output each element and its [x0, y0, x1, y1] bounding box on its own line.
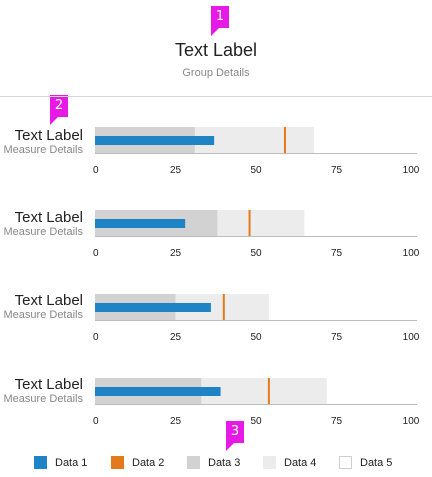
group-divider [0, 96, 432, 97]
tick-label-4-100: 100 [403, 416, 420, 427]
tick-label-1-25: 25 [170, 165, 182, 176]
measure-bar-3 [95, 303, 211, 312]
group-title: Text Label [174, 40, 258, 60]
row-label-4: Text Label Measure Details [0, 376, 83, 406]
row-subtitle-2: Measure Details [3, 226, 83, 238]
measure-bar-2 [95, 219, 186, 228]
tick-label-1-75: 75 [331, 165, 343, 176]
group-subtitle: Group Details [182, 67, 250, 79]
tick-label-2-100: 100 [403, 248, 420, 259]
legend-swatch-data-1 [34, 456, 47, 469]
callout-badge-1: 1 [211, 6, 229, 36]
callout-badge-2: 2 [50, 95, 68, 125]
tick-label-3-100: 100 [403, 332, 420, 343]
row-title-1: Text Label [14, 127, 83, 144]
row-title-3: Text Label [14, 292, 83, 309]
legend-label-data-1: Data 1 [55, 457, 88, 469]
tick-label-2-50: 50 [250, 248, 262, 259]
row-subtitle-1: Measure Details [3, 144, 83, 156]
legend-label-data-4: Data 4 [284, 457, 317, 469]
row-subtitle-3: Measure Details [3, 309, 83, 321]
legend-label-data-3: Data 3 [208, 457, 241, 469]
tick-label-1-50: 50 [250, 165, 262, 176]
callout-badge-3: 3 [226, 421, 244, 451]
row-label-2: Text Label Measure Details [0, 209, 83, 239]
tick-label-3-0: 0 [93, 332, 99, 343]
tick-label-2-25: 25 [170, 248, 182, 259]
legend: Data 1 Data 2 Data 3 Data 4 Data 5 [0, 455, 432, 471]
row-subtitle-4: Measure Details [3, 393, 83, 405]
tick-label-4-50: 50 [250, 416, 262, 427]
legend-label-data-2: Data 2 [132, 457, 165, 469]
row-title-2: Text Label [14, 209, 83, 226]
row-label-1: Text Label Measure Details [0, 127, 83, 157]
legend-swatch-data-5 [339, 456, 352, 469]
legend-swatch-data-3 [187, 456, 200, 469]
tick-label-1-0: 0 [93, 165, 99, 176]
tick-label-1-100: 100 [403, 165, 420, 176]
tick-label-4-75: 75 [331, 416, 343, 427]
tick-label-3-75: 75 [331, 332, 343, 343]
row-title-4: Text Label [14, 376, 83, 393]
legend-label-data-5: Data 5 [360, 457, 393, 469]
tick-label-3-50: 50 [250, 332, 262, 343]
tick-label-2-0: 0 [93, 248, 99, 259]
legend-swatch-data-4 [263, 456, 276, 469]
tick-label-3-25: 25 [170, 332, 182, 343]
tick-label-2-75: 75 [331, 248, 343, 259]
tick-label-4-0: 0 [93, 416, 99, 427]
row-label-3: Text Label Measure Details [0, 292, 83, 322]
legend-swatch-data-2 [111, 456, 124, 469]
measure-bar-1 [95, 136, 215, 145]
measure-bar-4 [95, 387, 221, 396]
tick-label-4-25: 25 [170, 416, 182, 427]
